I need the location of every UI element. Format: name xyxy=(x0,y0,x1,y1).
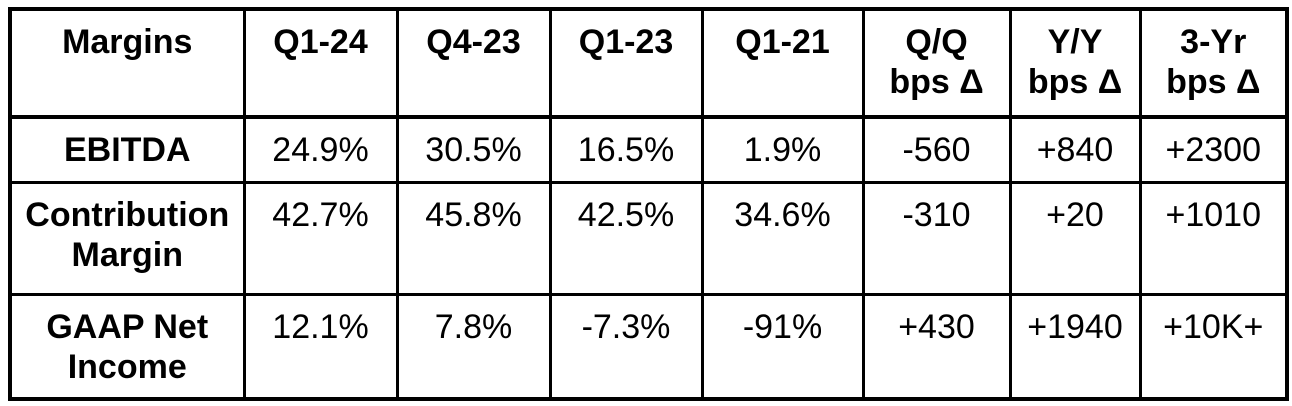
row-label-ebitda: EBITDA xyxy=(8,115,246,184)
column-header-q4-23: Q4-23 xyxy=(395,7,552,119)
row-label-gaap-net-income: GAAP Net Income xyxy=(8,292,246,401)
table-cell: 30.5% xyxy=(395,115,552,184)
table-cell: 1.9% xyxy=(700,115,865,184)
table-row-ebitda: EBITDA 24.9% 30.5% 16.5% 1.9% -560 +840 … xyxy=(8,115,1289,184)
row-label-contribution-margin: Contribution Margin xyxy=(8,180,246,296)
table-cell: 42.5% xyxy=(548,180,704,296)
table-row-contribution-margin: Contribution Margin 42.7% 45.8% 42.5% 34… xyxy=(8,180,1289,296)
table-cell: +1940 xyxy=(1008,292,1142,401)
table-cell: +20 xyxy=(1008,180,1142,296)
table-cell: -7.3% xyxy=(548,292,704,401)
table-cell: 34.6% xyxy=(700,180,865,296)
column-header-q1-24: Q1-24 xyxy=(242,7,399,119)
table-cell: +10K+ xyxy=(1138,292,1289,401)
table-cell: +1010 xyxy=(1138,180,1289,296)
column-header-yy-bps-delta: Y/Y bps Δ xyxy=(1008,7,1142,119)
column-header-3yr-bps-delta: 3-Yr bps Δ xyxy=(1138,7,1289,119)
table-cell: +2300 xyxy=(1138,115,1289,184)
table-cell: -560 xyxy=(861,115,1012,184)
column-header-q1-23: Q1-23 xyxy=(548,7,704,119)
column-header-qq-bps-delta: Q/Q bps Δ xyxy=(861,7,1012,119)
table-cell: -310 xyxy=(861,180,1012,296)
table-cell: 16.5% xyxy=(548,115,704,184)
column-header-margins: Margins xyxy=(8,7,246,119)
column-header-q1-21: Q1-21 xyxy=(700,7,865,119)
table-cell: 24.9% xyxy=(242,115,399,184)
table-cell: -91% xyxy=(700,292,865,401)
table-cell: +840 xyxy=(1008,115,1142,184)
table-cell: 7.8% xyxy=(395,292,552,401)
table-cell: 42.7% xyxy=(242,180,399,296)
margins-table-container: Margins Q1-24 Q4-23 Q1-23 Q1-21 Q/Q bps … xyxy=(8,7,1289,401)
table-cell: +430 xyxy=(861,292,1012,401)
table-cell: 45.8% xyxy=(395,180,552,296)
table-cell: 12.1% xyxy=(242,292,399,401)
table-row-gaap-net-income: GAAP Net Income 12.1% 7.8% -7.3% -91% +4… xyxy=(8,292,1289,401)
table-header-row: Margins Q1-24 Q4-23 Q1-23 Q1-21 Q/Q bps … xyxy=(8,7,1289,119)
margins-table: Margins Q1-24 Q4-23 Q1-23 Q1-21 Q/Q bps … xyxy=(8,7,1289,401)
